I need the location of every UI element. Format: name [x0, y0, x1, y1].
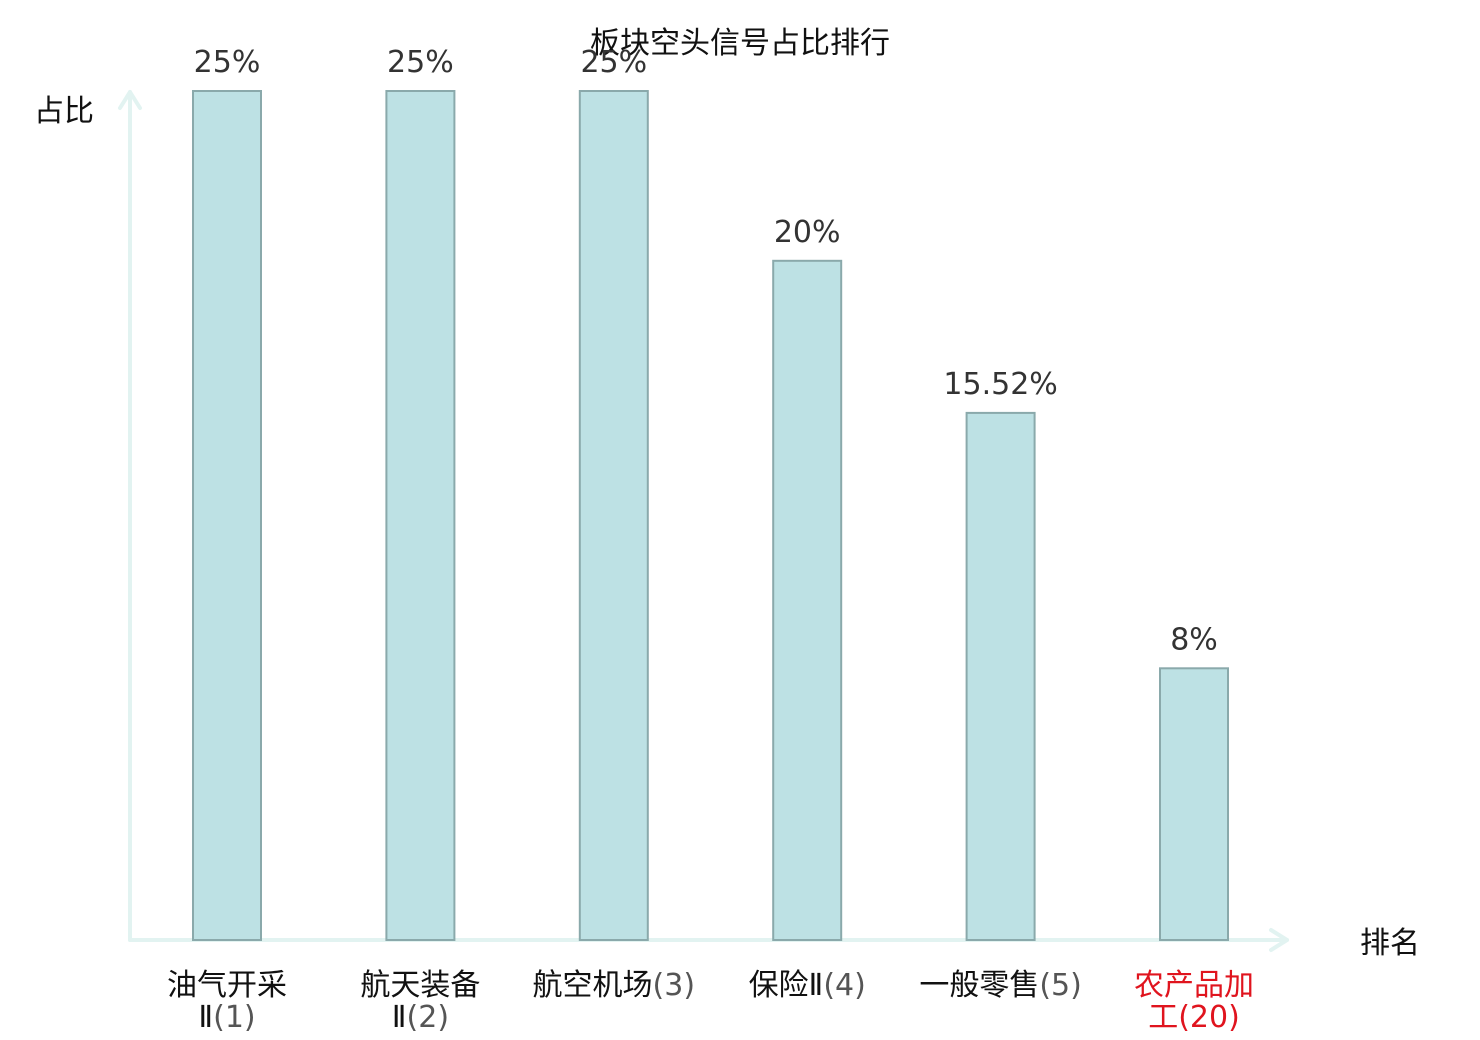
category-rank: (5)	[1039, 968, 1082, 1003]
value-label-4: 20%	[774, 215, 841, 250]
category-name-part: 油气开采	[167, 968, 287, 1003]
value-label-5: 15.52%	[943, 367, 1057, 402]
value-label-1: 25%	[194, 45, 261, 80]
value-label-3: 25%	[580, 45, 647, 80]
bar-2	[385, 90, 456, 941]
category-label-2-line-1: 航天装备	[360, 968, 480, 1003]
category-label-1-line-2: Ⅱ(1)	[198, 1000, 255, 1035]
value-label-2: 25%	[387, 45, 454, 80]
category-rank: (4)	[823, 968, 866, 1003]
category-name-part: Ⅱ	[198, 1000, 213, 1035]
bar-6	[1159, 667, 1229, 941]
category-name-part: 航天装备	[360, 968, 480, 1003]
bar-3	[578, 90, 649, 941]
x-axis-arrow	[1269, 928, 1289, 952]
chart-title: 板块空头信号占比排行	[590, 26, 890, 61]
y-axis-label: 占比	[34, 94, 94, 129]
category-label-6-line-2: 工(20)	[1148, 1000, 1240, 1035]
category-label-2-line-2: Ⅱ(2)	[392, 1000, 449, 1035]
value-labels-group: 25% 25% 25% 20% 15.52% 8%	[194, 45, 1218, 657]
category-label-4-line-1: 保险Ⅱ(4)	[749, 968, 866, 1003]
category-name-part: Ⅱ	[392, 1000, 407, 1035]
bar-1	[192, 90, 262, 941]
y-axis-arrow	[118, 90, 142, 110]
category-label-1-line-1: 油气开采	[167, 968, 287, 1003]
category-name-part: 一般零售	[919, 968, 1039, 1003]
category-label-3-line-1: 航空机场(3)	[533, 968, 696, 1003]
category-rank: (20)	[1178, 1000, 1240, 1035]
category-rank: (1)	[213, 1000, 256, 1035]
value-label-6: 8%	[1170, 622, 1218, 657]
category-label-6-line-1: 农产品加	[1134, 968, 1254, 1003]
bars-group	[192, 90, 1229, 941]
x-axis-label: 排名	[1360, 926, 1420, 961]
category-name-part: 航空机场	[533, 968, 653, 1003]
category-rank: (3)	[653, 968, 696, 1003]
category-name-part: 农产品加	[1134, 968, 1254, 1003]
bar-4	[772, 259, 843, 941]
category-label-5-line-1: 一般零售(5)	[919, 968, 1082, 1003]
bar-5	[965, 411, 1036, 941]
category-name-part: 工	[1148, 1000, 1178, 1035]
category-name-part: 保险Ⅱ	[749, 968, 824, 1003]
category-rank: (2)	[407, 1000, 450, 1035]
